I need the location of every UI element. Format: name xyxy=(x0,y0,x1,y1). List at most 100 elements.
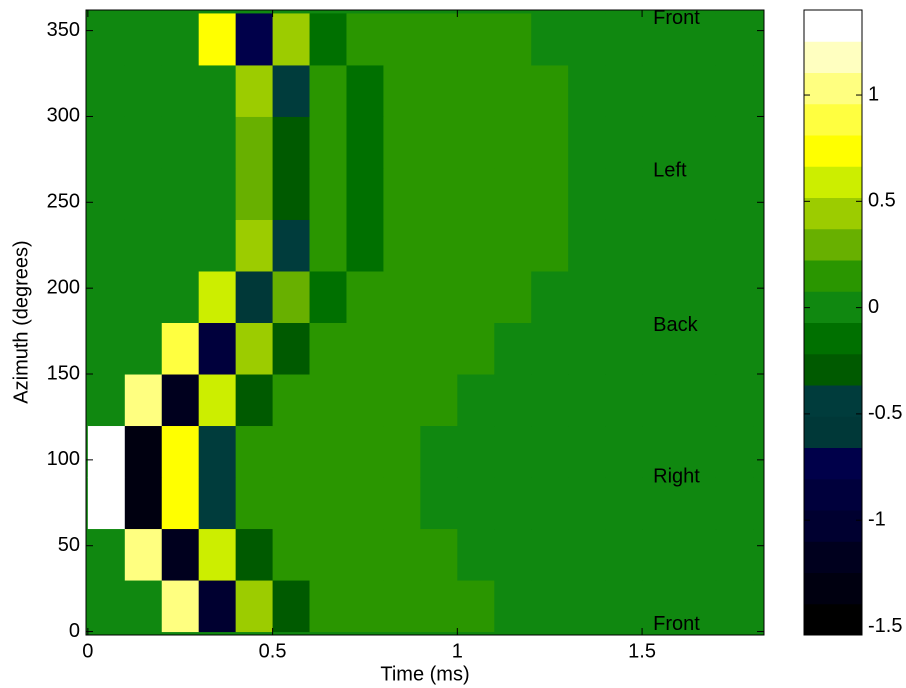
heat-cell xyxy=(309,64,347,117)
colorbar-band xyxy=(804,603,862,636)
heat-cell xyxy=(346,374,384,427)
heat-cell xyxy=(87,167,126,220)
heat-cell xyxy=(642,528,680,581)
heat-cell xyxy=(531,219,569,272)
heat-cell xyxy=(383,477,421,530)
heat-cell xyxy=(161,322,200,375)
heat-cell xyxy=(679,425,717,478)
heat-cell xyxy=(568,528,606,581)
heat-cell xyxy=(457,322,495,375)
x-axis-label: Time (ms) xyxy=(380,663,469,685)
heat-cell xyxy=(272,116,311,169)
colorbar-tick-label: 1 xyxy=(868,83,879,105)
heat-cell xyxy=(309,528,347,581)
colorbar-band xyxy=(804,72,862,105)
heat-cell xyxy=(161,219,200,272)
heat-cell xyxy=(457,580,495,633)
heat-cell xyxy=(715,64,754,117)
y-tick-label: 350 xyxy=(47,19,80,41)
heat-cell xyxy=(679,116,717,169)
colorbar-band xyxy=(804,291,862,323)
heat-cell xyxy=(272,270,311,323)
heat-cell xyxy=(568,219,606,272)
heat-cell xyxy=(272,167,311,220)
heat-cell xyxy=(715,13,754,66)
heat-cell xyxy=(272,425,311,478)
heat-cell xyxy=(87,64,126,117)
heat-cell xyxy=(383,374,421,427)
heat-cell xyxy=(235,580,274,633)
heat-cell xyxy=(568,13,606,66)
heat-cell xyxy=(679,477,717,530)
colorbar-band xyxy=(804,322,862,355)
colorbar-band xyxy=(804,228,862,261)
heat-cell xyxy=(124,116,163,169)
heat-cell xyxy=(679,580,717,633)
heat-cell xyxy=(568,167,606,220)
heat-cell xyxy=(124,580,163,633)
heat-cell xyxy=(420,167,458,220)
heat-cell xyxy=(235,425,274,478)
heat-cell xyxy=(198,580,237,633)
annotation: Right xyxy=(653,465,700,487)
heat-cell xyxy=(420,116,458,169)
plot-frame xyxy=(85,9,765,636)
heat-cell xyxy=(346,116,384,169)
heat-cell xyxy=(346,322,384,375)
heat-cell xyxy=(457,374,495,427)
heat-cell xyxy=(420,270,458,323)
heat-cell xyxy=(161,116,200,169)
heat-cell xyxy=(531,580,569,633)
colorbar-tick-label: 0.5 xyxy=(868,190,896,212)
heat-cell xyxy=(235,477,274,530)
heat-cell xyxy=(642,322,680,375)
heat-cell xyxy=(346,167,384,220)
y-tick-label: 150 xyxy=(47,362,80,384)
heat-cell xyxy=(124,13,163,66)
heat-cell xyxy=(494,528,532,581)
heat-cell xyxy=(346,528,384,581)
heat-cell xyxy=(309,477,347,530)
heat-cell xyxy=(272,374,311,427)
heat-cell xyxy=(494,116,532,169)
heat-cell xyxy=(235,528,274,581)
x-tick-label: 0.5 xyxy=(259,640,287,662)
colorbar-band xyxy=(804,353,862,386)
heat-cell xyxy=(715,580,754,633)
heat-cell xyxy=(420,580,458,633)
heat-cell xyxy=(87,13,126,66)
heat-cell xyxy=(161,374,200,427)
heat-cell xyxy=(568,580,606,633)
heat-cell xyxy=(383,64,421,117)
heat-cell xyxy=(346,477,384,530)
heat-cell xyxy=(383,425,421,478)
heat-cell xyxy=(383,528,421,581)
heat-cell xyxy=(420,374,458,427)
heat-cell xyxy=(568,425,606,478)
heat-cell xyxy=(494,322,532,375)
heat-cell xyxy=(383,580,421,633)
colorbar-band xyxy=(804,10,862,42)
heat-cell xyxy=(346,64,384,117)
heat-cell xyxy=(272,219,311,272)
heat-cell xyxy=(383,219,421,272)
heat-cell xyxy=(457,167,495,220)
heat-cell xyxy=(715,322,754,375)
heat-cell xyxy=(235,116,274,169)
heat-cell xyxy=(309,13,347,66)
heat-cell xyxy=(272,64,311,117)
heat-cell xyxy=(715,167,754,220)
heat-cell xyxy=(87,116,126,169)
heat-cell xyxy=(87,219,126,272)
heat-cell xyxy=(568,116,606,169)
heat-cell xyxy=(235,64,274,117)
y-tick-label: 250 xyxy=(47,191,80,213)
heat-cell xyxy=(198,528,237,581)
heat-cell xyxy=(679,528,717,581)
heat-cell xyxy=(715,528,754,581)
x-tick-label: 1.5 xyxy=(628,640,656,662)
heat-cell xyxy=(457,477,495,530)
heat-cell xyxy=(198,374,237,427)
heat-cell xyxy=(568,374,606,427)
colorbar-frame xyxy=(803,9,863,636)
